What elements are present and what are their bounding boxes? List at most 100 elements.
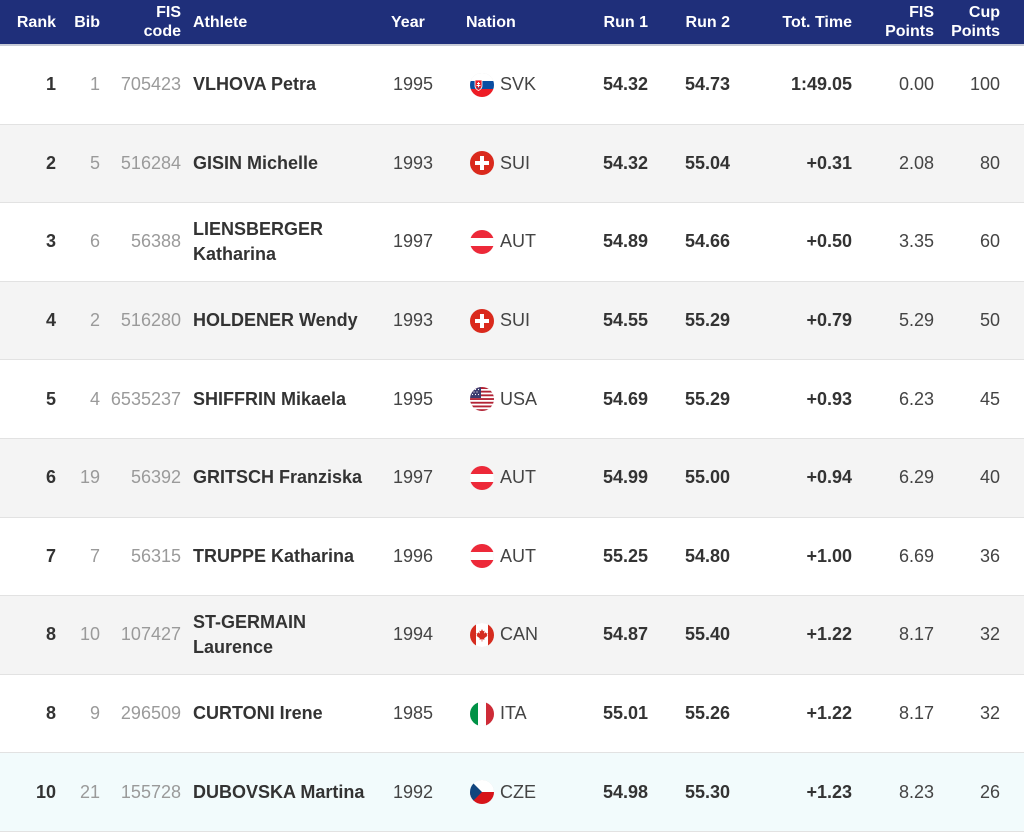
fis-points-cell: 2.08	[898, 152, 934, 173]
table-row[interactable]: 7 7 56315 TRUPPE Katharina 1996 AUT 55.2…	[0, 517, 1024, 597]
austria-flag-icon	[470, 544, 494, 569]
run2-cell: 55.29	[684, 388, 730, 409]
nation-code: USA	[500, 388, 538, 409]
run2-cell: 55.00	[684, 467, 730, 488]
header-rank[interactable]: Rank	[16, 13, 56, 31]
fis-code-cell: 107427	[120, 624, 181, 645]
nation-cell: AUT	[466, 465, 566, 490]
total-time-cell: +1.22	[806, 624, 852, 645]
athlete-name-line1: SHIFFRIN Mikaela	[193, 388, 347, 409]
birth-year-cell: 1993	[393, 152, 434, 173]
run1-cell: 54.32	[602, 152, 648, 173]
total-time-cell: +1.22	[806, 703, 852, 724]
header-bib[interactable]: Bib	[74, 13, 100, 31]
austria-flag-icon	[470, 465, 494, 490]
switzerland-flag-icon	[470, 151, 494, 176]
nation-code: AUT	[500, 545, 536, 566]
table-row[interactable]: 8 10 107427 ST-GERMAIN Laurence 1994 CAN…	[0, 596, 1024, 675]
header-total-time[interactable]: Tot. Time	[782, 13, 852, 31]
header-fis-points[interactable]: FIS Points	[852, 3, 934, 41]
birth-year-cell: 1993	[393, 310, 434, 331]
rank-cell: 2	[45, 152, 56, 173]
bib-cell: 21	[79, 781, 100, 802]
athlete-link[interactable]: VLHOVA Petra	[181, 72, 391, 97]
run1-cell: 55.01	[602, 703, 648, 724]
header-cup-points-line1: Cup	[968, 4, 1000, 21]
run2-cell: 55.04	[684, 152, 730, 173]
header-athlete[interactable]: Athlete	[193, 13, 248, 31]
nation-code: SUI	[500, 310, 531, 331]
run1-cell: 54.55	[602, 310, 648, 331]
athlete-link[interactable]: GISIN Michelle	[181, 151, 391, 176]
nation-code: AUT	[500, 467, 536, 488]
table-row[interactable]: 3 6 56388 LIENSBERGER Katharina 1997 AUT…	[0, 203, 1024, 282]
nation-cell: CZE	[466, 780, 566, 805]
athlete-link[interactable]: ST-GERMAIN Laurence	[181, 610, 391, 660]
nation-code: SUI	[500, 152, 531, 173]
run1-cell: 54.32	[602, 74, 648, 95]
birth-year-cell: 1995	[393, 74, 434, 95]
run1-cell: 54.89	[602, 231, 648, 252]
header-run1[interactable]: Run 1	[603, 13, 648, 31]
total-time-cell: +0.31	[806, 152, 852, 173]
header-run2[interactable]: Run 2	[685, 13, 730, 31]
fis-points-cell: 0.00	[898, 74, 934, 95]
athlete-name-line1: LIENSBERGER	[193, 218, 324, 239]
run1-cell: 54.69	[602, 388, 648, 409]
fis-points-cell: 8.17	[898, 624, 934, 645]
bib-cell: 6	[89, 231, 100, 252]
table-row[interactable]: 2 5 516284 GISIN Michelle 1993 SUI 54.32…	[0, 124, 1024, 204]
bib-cell: 4	[89, 388, 100, 409]
canada-flag-icon	[470, 622, 494, 647]
rank-cell: 5	[45, 388, 56, 409]
rank-cell: 1	[45, 74, 56, 95]
rank-cell: 8	[45, 624, 56, 645]
rank-cell: 10	[35, 781, 56, 802]
table-header: Rank Bib FIS code Athlete Year Nation Ru…	[0, 0, 1024, 46]
header-fis-code[interactable]: FIS code	[100, 3, 181, 41]
athlete-link[interactable]: GRITSCH Franziska	[181, 465, 391, 490]
run2-cell: 54.80	[684, 545, 730, 566]
cup-points-cell: 100	[969, 74, 1000, 95]
athlete-name-line1: CURTONI Irene	[193, 703, 323, 724]
fis-points-cell: 6.69	[898, 545, 934, 566]
athlete-link[interactable]: CURTONI Irene	[181, 701, 391, 726]
fis-points-cell: 8.23	[898, 781, 934, 802]
bib-cell: 9	[89, 703, 100, 724]
header-nation[interactable]: Nation	[466, 13, 516, 31]
nation-cell: SUI	[466, 151, 566, 176]
usa-flag-icon	[470, 387, 494, 412]
birth-year-cell: 1997	[393, 467, 434, 488]
total-time-cell: +0.79	[806, 310, 852, 331]
rank-cell: 6	[45, 467, 56, 488]
header-cup-points[interactable]: Cup Points	[934, 3, 1016, 41]
table-row[interactable]: 6 19 56392 GRITSCH Franziska 1997 AUT 54…	[0, 438, 1024, 518]
rank-cell: 7	[45, 545, 56, 566]
table-row[interactable]: 4 2 516280 HOLDENER Wendy 1993 SUI 54.55…	[0, 281, 1024, 361]
header-fis-points-line1: FIS	[909, 4, 934, 21]
header-year[interactable]: Year	[391, 13, 425, 31]
rank-cell: 3	[45, 231, 56, 252]
nation-cell: ITA	[466, 701, 566, 726]
cup-points-cell: 32	[979, 703, 1000, 724]
fis-code-cell: 296509	[120, 703, 181, 724]
athlete-link[interactable]: TRUPPE Katharina	[181, 544, 391, 569]
table-row[interactable]: 5 4 6535237 SHIFFRIN Mikaela 1995 USA 54…	[0, 360, 1024, 439]
table-row[interactable]: 10 21 155728 DUBOVSKA Martina 1992 CZE 5…	[0, 753, 1024, 832]
athlete-name-line1: TRUPPE Katharina	[193, 545, 355, 566]
cup-points-cell: 60	[979, 231, 1000, 252]
header-fis-code-line2: code	[143, 23, 181, 40]
athlete-link[interactable]: DUBOVSKA Martina	[181, 780, 391, 805]
birth-year-cell: 1997	[393, 231, 434, 252]
athlete-link[interactable]: LIENSBERGER Katharina	[181, 217, 391, 267]
cup-points-cell: 32	[979, 624, 1000, 645]
run1-cell: 54.98	[602, 781, 648, 802]
cup-points-cell: 80	[979, 152, 1000, 173]
nation-code: CZE	[500, 781, 536, 802]
athlete-link[interactable]: SHIFFRIN Mikaela	[181, 387, 391, 412]
run2-cell: 55.26	[684, 703, 730, 724]
athlete-link[interactable]: HOLDENER Wendy	[181, 308, 391, 333]
table-row[interactable]: 1 1 705423 VLHOVA Petra 1995 SVK 54.32 5…	[0, 46, 1024, 125]
table-row[interactable]: 8 9 296509 CURTONI Irene 1985 ITA 55.01 …	[0, 674, 1024, 754]
